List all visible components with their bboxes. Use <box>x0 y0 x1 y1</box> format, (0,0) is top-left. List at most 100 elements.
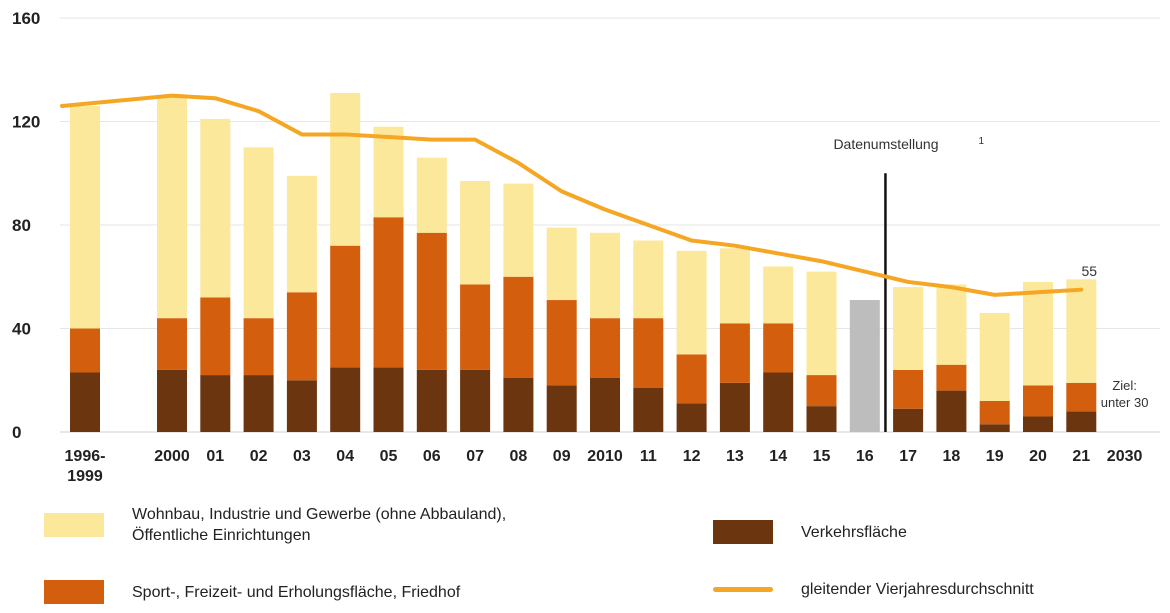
x-tick-label: 2010 <box>587 448 623 465</box>
bar-sport-freizeit-und-erholungsfläche-friedhof <box>633 318 664 389</box>
x-tick-label: 1996- <box>65 448 106 465</box>
bar-sport-freizeit-und-erholungsfläche-friedhof <box>157 318 187 370</box>
bar-sport-freizeit-und-erholungsfläche-friedhof <box>70 328 100 373</box>
x-tick-label: 15 <box>813 448 831 465</box>
legend-label-housing-industry: Wohnbau, Industrie und Gewerbe (ohne Abb… <box>132 506 507 544</box>
bar-sport-freizeit-und-erholungsfläche-friedhof <box>330 245 361 368</box>
bar-verkehrsfläche <box>200 375 231 432</box>
y-tick-label: 160 <box>12 9 40 28</box>
bar-wohnbau-industrie-und-gewerbe-ohne-abbauland <box>416 157 447 233</box>
bar-verkehrsfläche <box>979 424 1010 432</box>
bar-verkehrsfläche <box>806 406 837 432</box>
bar-wohnbau-industrie-und-gewerbe-ohne-abbauland <box>460 181 491 285</box>
x-tick-label: 12 <box>683 448 701 465</box>
x-tick-label: 1999 <box>67 468 103 485</box>
bar-sport-freizeit-und-erholungsfläche-friedhof <box>1066 382 1097 412</box>
bar-wohnbau-industrie-und-gewerbe-ohne-abbauland <box>1066 279 1097 383</box>
bar-verkehrsfläche <box>460 369 491 432</box>
target-label: unter 30 <box>1101 395 1149 410</box>
legend-swatch-housing-industry <box>44 513 104 537</box>
legend-swatch-sport-recreation <box>44 580 104 604</box>
bar-verkehrsfläche <box>633 388 664 432</box>
bar-wohnbau-industrie-und-gewerbe-ohne-abbauland <box>503 183 534 277</box>
bar-wohnbau-industrie-und-gewerbe-ohne-abbauland <box>157 95 187 319</box>
bar-verkehrsfläche <box>373 367 404 432</box>
datenumstellung-label: Datenumstellung <box>833 136 938 152</box>
legend-label-traffic-area: Verkehrsfläche <box>801 523 907 541</box>
x-tick-label: 19 <box>986 448 1004 465</box>
bar-verkehrsfläche <box>503 377 534 432</box>
bar-wohnbau-industrie-und-gewerbe-ohne-abbauland <box>763 266 794 324</box>
x-tick-label: 06 <box>423 448 441 465</box>
x-tick-label: 08 <box>510 448 528 465</box>
bar-sport-freizeit-und-erholungsfläche-friedhof <box>546 300 577 386</box>
legend-item-sport-recreation: Sport-, Freizeit- und Erholungsfläche, F… <box>44 580 460 604</box>
x-tick-label: 13 <box>726 448 744 465</box>
legend-label-sport-recreation: Sport-, Freizeit- und Erholungsfläche, F… <box>132 583 461 601</box>
bar-wohnbau-industrie-und-gewerbe-ohne-abbauland <box>590 232 620 319</box>
bar-verkehrsfläche <box>893 408 924 432</box>
x-tick-label: 09 <box>553 448 571 465</box>
bar-verkehrsfläche <box>416 369 447 432</box>
legend-label-moving-average: gleitender Vierjahresdurchschnitt <box>801 581 1034 598</box>
bar-wohnbau-industrie-und-gewerbe-ohne-abbauland <box>70 105 100 329</box>
bar-sport-freizeit-und-erholungsfläche-friedhof <box>979 400 1010 425</box>
last-average-value-label: 55 <box>1082 263 1098 279</box>
x-tick-label: 04 <box>336 448 354 465</box>
bar-sport-freizeit-und-erholungsfläche-friedhof <box>460 284 491 370</box>
bar-wohnbau-industrie-und-gewerbe-ohne-abbauland <box>936 284 967 365</box>
legend-swatch-traffic-area <box>713 520 773 544</box>
moving-average-polyline <box>60 93 1084 297</box>
y-tick-label: 0 <box>12 423 21 442</box>
x-tick-label: 05 <box>380 448 398 465</box>
bar-verkehrsfläche <box>546 385 577 432</box>
bar-sport-freizeit-und-erholungsfläche-friedhof <box>590 318 620 378</box>
bar-wohnbau-industrie-und-gewerbe-ohne-abbauland <box>200 118 231 298</box>
bar-verkehrsfläche <box>286 380 317 432</box>
legend-item-traffic-area: Verkehrsfläche <box>713 520 907 544</box>
bar-verkehrsfläche <box>243 375 274 432</box>
x-tick-label: 18 <box>943 448 961 465</box>
bar-sport-freizeit-und-erholungsfläche-friedhof <box>806 375 837 407</box>
bar-wohnbau-industrie-und-gewerbe-ohne-abbauland <box>330 93 361 246</box>
x-tick-label: 20 <box>1029 448 1047 465</box>
bar-sport-freizeit-und-erholungsfläche-friedhof <box>416 232 447 370</box>
bar-sport-freizeit-und-erholungsfläche-friedhof <box>243 318 274 376</box>
bar-sport-freizeit-und-erholungsfläche-friedhof <box>1023 385 1053 417</box>
bar-wohnbau-industrie-und-gewerbe-ohne-abbauland <box>373 126 404 218</box>
x-tick-label: 21 <box>1072 448 1090 465</box>
x-tick-label: 07 <box>466 448 484 465</box>
bar-datenumstellung-gesamt <box>849 300 880 432</box>
x-tick-label: 03 <box>293 448 311 465</box>
x-tick-label: 2000 <box>154 448 190 465</box>
bar-sport-freizeit-und-erholungsfläche-friedhof <box>503 276 534 378</box>
moving-average-line <box>60 93 1084 297</box>
x-tick-label: 14 <box>769 448 787 465</box>
bar-wohnbau-industrie-und-gewerbe-ohne-abbauland <box>243 147 274 319</box>
bar-wohnbau-industrie-und-gewerbe-ohne-abbauland <box>633 240 664 319</box>
x-tick-label: 16 <box>856 448 874 465</box>
target-label: Ziel: <box>1112 378 1137 393</box>
bar-sport-freizeit-und-erholungsfläche-friedhof <box>893 369 924 409</box>
bar-verkehrsfläche <box>70 372 100 432</box>
bar-wohnbau-industrie-und-gewerbe-ohne-abbauland <box>719 248 750 324</box>
bar-wohnbau-industrie-und-gewerbe-ohne-abbauland <box>979 312 1010 401</box>
bar-wohnbau-industrie-und-gewerbe-ohne-abbauland <box>1023 281 1053 386</box>
x-tick-label: 11 <box>640 448 657 465</box>
bar-verkehrsfläche <box>676 403 707 432</box>
bar-verkehrsfläche <box>1066 411 1097 432</box>
bar-sport-freizeit-und-erholungsfläche-friedhof <box>286 292 317 381</box>
y-tick-label: 80 <box>12 216 31 235</box>
bar-sport-freizeit-und-erholungsfläche-friedhof <box>719 323 750 383</box>
bar-sport-freizeit-und-erholungsfläche-friedhof <box>763 323 794 373</box>
bar-verkehrsfläche <box>936 390 967 432</box>
y-tick-label: 120 <box>12 113 40 132</box>
x-tick-label: 01 <box>206 448 224 465</box>
bar-verkehrsfläche <box>330 367 361 432</box>
bar-verkehrsfläche <box>719 382 750 432</box>
bar-wohnbau-industrie-und-gewerbe-ohne-abbauland <box>546 227 577 301</box>
bar-wohnbau-industrie-und-gewerbe-ohne-abbauland <box>806 271 837 376</box>
y-tick-label: 40 <box>12 320 31 339</box>
